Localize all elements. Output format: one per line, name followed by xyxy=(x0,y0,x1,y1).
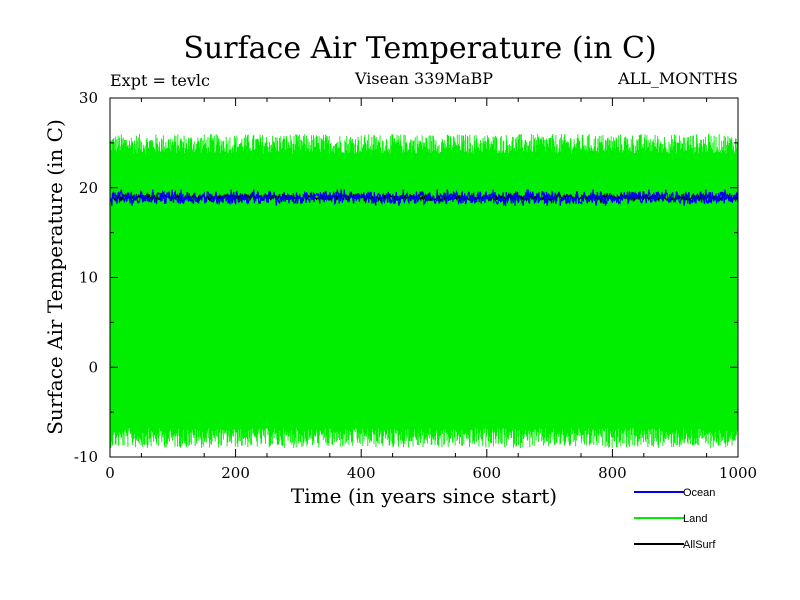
x-axis-label: Time (in years since start) xyxy=(291,484,557,508)
y-axis-label: Surface Air Temperature (in C) xyxy=(43,119,67,435)
y-tick-label: 10 xyxy=(79,269,98,287)
x-tick-label: 800 xyxy=(598,464,627,482)
months-label: ALL_MONTHS xyxy=(617,69,738,88)
legend-label-land: Land xyxy=(683,513,707,525)
chart-title: Surface Air Temperature (in C) xyxy=(183,31,656,66)
legend-label-ocean: Ocean xyxy=(683,487,715,499)
series-line-land xyxy=(110,133,738,448)
x-tick-label: 600 xyxy=(472,464,501,482)
y-tick-label: 20 xyxy=(79,179,98,197)
legend-label-allsurf: AllSurf xyxy=(683,539,716,551)
y-tick-label: -10 xyxy=(74,448,98,466)
series-line-ocean xyxy=(110,189,738,206)
x-tick-label: 200 xyxy=(221,464,250,482)
y-tick-label: 30 xyxy=(79,89,98,107)
axis-ticks: 0 200 400 600 800 1000 -10 0 10 20 30 xyxy=(74,89,757,482)
y-tick-label: 0 xyxy=(88,358,98,376)
x-tick-label: 400 xyxy=(347,464,376,482)
series-layer xyxy=(110,133,738,448)
legend: Ocean Land AllSurf xyxy=(634,487,716,551)
experiment-label: Expt = tevlc xyxy=(110,71,210,90)
x-tick-label: 0 xyxy=(105,464,115,482)
period-label: Visean 339MaBP xyxy=(354,69,493,88)
x-tick-label: 1000 xyxy=(719,464,757,482)
